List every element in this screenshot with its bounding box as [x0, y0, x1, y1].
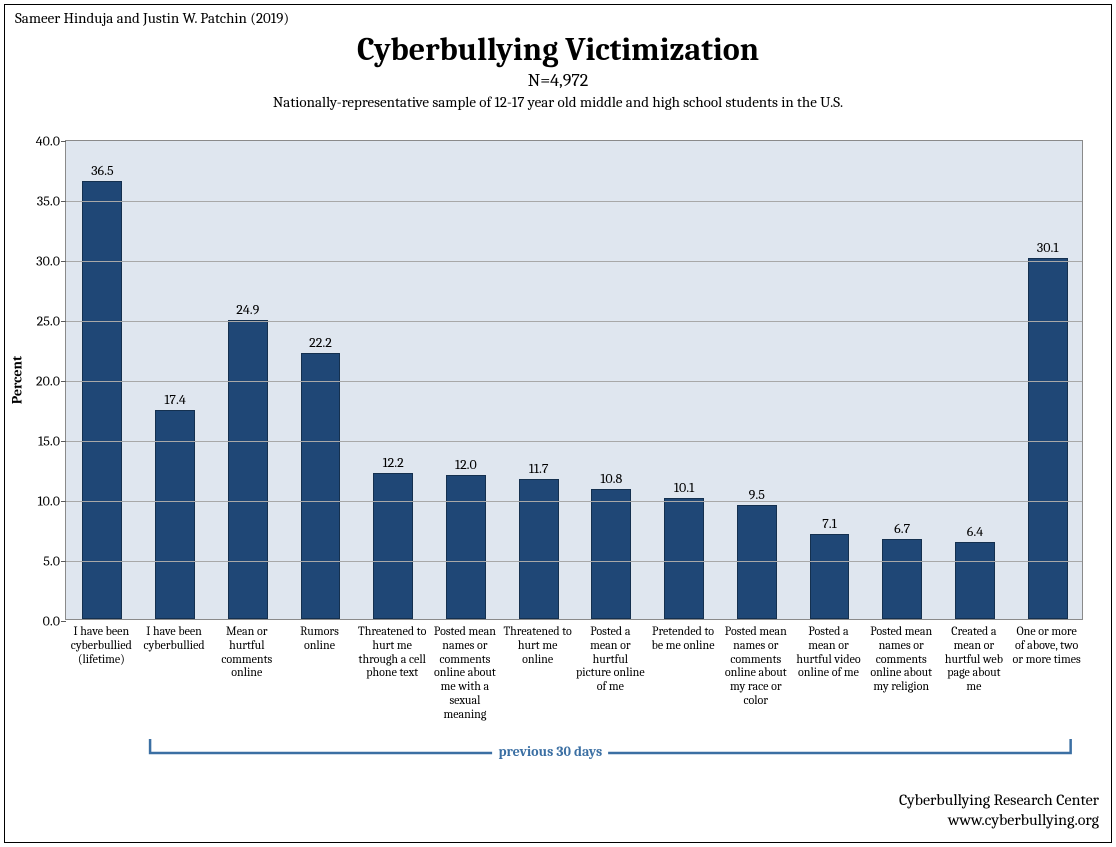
bar-value-label: 10.8: [592, 470, 630, 487]
x-axis-label: Posted mean names or comments online abo…: [866, 625, 936, 694]
footer-credit: Cyberbullying Research Center www.cyberb…: [899, 790, 1099, 830]
y-tick-mark: [61, 621, 66, 622]
bar: 10.1: [664, 498, 704, 619]
title-block: Cyberbullying Victimization N=4,972 Nati…: [5, 31, 1111, 111]
bar-value-label: 12.0: [447, 456, 485, 473]
y-tick-mark: [61, 201, 66, 202]
bars-layer: 36.5 17.4 24.9 22.2 12.2 12.0 11.7 10.8 10.1 9.5 7…: [66, 141, 1082, 619]
y-tick-label: 5.0: [43, 553, 60, 570]
grid-line: [66, 381, 1082, 382]
x-axis-label: Mean or hurtful comments online: [212, 625, 282, 680]
sample-size: N=4,972: [5, 70, 1111, 91]
y-tick-label: 0.0: [43, 613, 60, 630]
grid-line: [66, 441, 1082, 442]
x-axis-label: One or more of above, two or more times: [1012, 625, 1082, 666]
bar-value-label: 12.2: [374, 454, 412, 471]
bar: 22.2: [301, 353, 341, 619]
y-tick-mark: [61, 441, 66, 442]
bar: 12.2: [373, 473, 413, 619]
y-tick-label: 35.0: [37, 193, 60, 210]
y-tick-mark: [61, 321, 66, 322]
bar-value-label: 11.7: [520, 460, 558, 477]
bar-value-label: 10.1: [665, 479, 703, 496]
x-axis-label: I have been cyberbullied: [139, 625, 209, 653]
grid-line: [66, 501, 1082, 502]
grid-line: [66, 561, 1082, 562]
x-axis-label: Posted mean names or comments online abo…: [430, 625, 500, 722]
grid-line: [66, 261, 1082, 262]
bar: 24.9: [228, 320, 268, 619]
bar: 36.5: [82, 181, 122, 619]
y-tick-label: 40.0: [36, 133, 60, 150]
x-axis-label: Created a mean or hurtful web page about…: [939, 625, 1009, 694]
x-axis-label: I have been cyberbullied (lifetime): [66, 625, 136, 666]
bar-value-label: 7.1: [811, 515, 849, 532]
chart-frame: Sameer Hinduja and Justin W. Patchin (20…: [4, 4, 1112, 843]
plot-background: 36.5 17.4 24.9 22.2 12.2 12.0 11.7 10.8 10.1 9.5 7…: [65, 140, 1083, 620]
y-axis-label: Percent: [9, 356, 26, 404]
grid-line: [66, 321, 1082, 322]
bar-value-label: 36.5: [83, 162, 121, 179]
bar-value-label: 30.1: [1029, 239, 1067, 256]
x-axis-label: Posted a mean or hurtful video online of…: [794, 625, 864, 680]
bar-value-label: 6.4: [956, 523, 994, 540]
bar: 9.5: [737, 505, 777, 619]
bar: 30.1: [1028, 258, 1068, 619]
bar: 11.7: [519, 479, 559, 619]
x-axis-label: Posted a mean or hurtful picture online …: [575, 625, 645, 694]
y-tick-mark: [61, 381, 66, 382]
y-tick-mark: [61, 141, 66, 142]
bar-value-label: 17.4: [156, 391, 194, 408]
bar-value-label: 22.2: [302, 334, 340, 351]
sample-description: Nationally-representative sample of 12-1…: [5, 93, 1111, 111]
plot-area: Percent 36.517.424.922.212.212.011.710.8…: [65, 140, 1083, 620]
y-tick-label: 15.0: [38, 433, 60, 450]
footer-url: www.cyberbullying.org: [899, 810, 1099, 830]
attribution-text: Sameer Hinduja and Justin W. Patchin (20…: [15, 9, 289, 27]
y-tick-mark: [61, 501, 66, 502]
y-tick-mark: [61, 261, 66, 262]
y-tick-label: 30.0: [36, 253, 60, 270]
x-axis-label: Posted mean names or comments online abo…: [721, 625, 791, 708]
y-tick-mark: [61, 561, 66, 562]
bar-value-label: 24.9: [229, 301, 267, 318]
bar: 7.1: [810, 534, 850, 619]
y-tick-label: 25.0: [37, 313, 60, 330]
bar: 12.0: [446, 475, 486, 619]
chart-title: Cyberbullying Victimization: [5, 31, 1111, 68]
x-axis-label: Pretended to be me online: [648, 625, 718, 653]
grid-line: [66, 201, 1082, 202]
bar-value-label: 6.7: [883, 520, 921, 537]
bar: 10.8: [591, 489, 631, 619]
x-axis-label: Threatened to hurt me through a cell pho…: [357, 625, 427, 680]
bar: 6.4: [955, 542, 995, 619]
bar: 6.7: [882, 539, 922, 619]
bracket-label: previous 30 days: [492, 743, 608, 760]
x-axis-label: Rumors online: [285, 625, 355, 653]
y-tick-label: 20.0: [36, 373, 60, 390]
footer-org: Cyberbullying Research Center: [899, 790, 1099, 810]
x-axis-label: Threatened to hurt me online: [503, 625, 573, 666]
y-tick-label: 10.0: [38, 493, 60, 510]
